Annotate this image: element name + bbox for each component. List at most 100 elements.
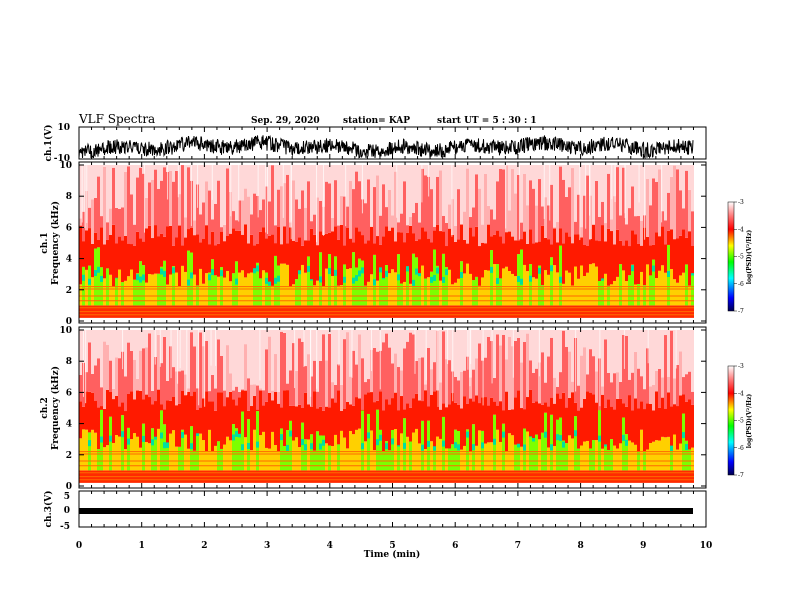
spectrogram-cell <box>568 236 571 273</box>
spectrogram-cell <box>553 330 556 378</box>
spectrogram-cell <box>484 357 487 398</box>
spectrogram-cell <box>361 260 364 306</box>
spectrogram-cell <box>124 235 127 281</box>
spectrogram-cell <box>358 181 361 232</box>
spectrogram-cell <box>187 165 190 168</box>
spectrogram-cell <box>535 368 538 402</box>
spectrogram-cell <box>433 230 436 250</box>
spectrogram-cell <box>373 330 376 348</box>
colorbar-tick-label: -6 <box>738 281 744 288</box>
spectrogram-cell <box>637 243 640 285</box>
spectrogram-cell <box>94 197 97 233</box>
spectrogram-cell <box>211 259 214 306</box>
spectrogram-cell <box>478 403 481 431</box>
ch1-waveform-trace <box>79 135 694 159</box>
spectrogram-cell <box>262 330 265 391</box>
spectrogram-cell <box>139 261 142 306</box>
spectrogram-cell <box>187 448 190 471</box>
spectrogram-cell <box>382 330 385 343</box>
spectrogram-cell <box>325 360 328 407</box>
spectrogram-cell <box>604 165 607 224</box>
spectrogram-cell <box>193 165 196 221</box>
spectrogram-cell <box>655 181 658 233</box>
spectrogram-cell <box>220 448 223 471</box>
spectrogram-cell <box>337 364 340 391</box>
spectrogram-cell <box>427 277 430 306</box>
spectrogram-cell <box>415 257 418 306</box>
spectrogram-cell <box>652 244 655 260</box>
spectrogram-cell <box>472 207 475 237</box>
spectrogram-cell <box>559 398 562 418</box>
spectrogram-cell <box>337 239 340 286</box>
spectrogram-cell <box>265 330 268 350</box>
spectrogram-cell <box>652 384 655 411</box>
spectrogram-cell <box>460 165 463 225</box>
spectrogram-cell <box>280 407 283 429</box>
spectrogram-cell <box>502 165 505 170</box>
spectrogram-cell <box>421 165 424 169</box>
spectrogram-cell <box>406 265 409 272</box>
spectrogram-cell <box>124 280 127 306</box>
spectrogram-cell <box>283 332 286 391</box>
spectrogram-cell <box>670 406 673 446</box>
spectrogram-cell <box>91 429 94 471</box>
spectrogram-cell <box>358 258 361 306</box>
spectrogram-cell <box>523 409 526 429</box>
spectrogram-cell <box>133 399 136 434</box>
spectrogram-cell <box>472 236 475 281</box>
spectrogram-cell <box>307 240 310 257</box>
spectrogram-cell <box>598 216 601 242</box>
spectrogram-cell <box>490 209 493 237</box>
spectrogram-cell <box>496 429 499 471</box>
spectrogram-cell <box>571 168 574 244</box>
spectrogram-cell <box>343 165 346 197</box>
spectrogram-cell <box>91 199 94 244</box>
spectrogram-cell <box>160 404 163 411</box>
spectrogram-cell <box>691 211 694 246</box>
spectrogram-cell <box>637 284 640 306</box>
spectrogram-cell <box>229 330 232 374</box>
spectrogram-cell <box>562 330 565 331</box>
spectrogram-cell <box>235 220 238 231</box>
spectrogram-cell <box>388 230 391 274</box>
spectrogram-cell <box>187 391 190 449</box>
spectrogram-cell <box>628 165 631 209</box>
spectrogram-cell <box>571 330 574 382</box>
spectrogram-cell <box>94 248 97 306</box>
spectrogram-cell <box>352 330 355 351</box>
spectrogram-cell <box>679 190 682 236</box>
spectrogram-cell <box>211 219 214 232</box>
spectrogram-cell <box>442 215 445 232</box>
spectrogram-cell <box>91 373 94 393</box>
spectrogram-cell <box>583 244 586 276</box>
spectrogram-cell <box>250 234 253 273</box>
spectrogram-cell <box>538 241 541 266</box>
spectrogram-cell <box>496 264 499 306</box>
spectrogram-cell <box>589 349 592 393</box>
spectrogram-cell <box>601 225 604 279</box>
spectrogram-cell <box>79 165 82 219</box>
spectrogram-cell <box>667 165 670 193</box>
spectrogram-cell <box>421 444 424 451</box>
spectrogram-cell <box>499 330 502 346</box>
spectrogram-cell <box>409 332 412 408</box>
spectrogram-cell <box>601 278 604 306</box>
spectrogram-cell <box>166 226 169 285</box>
spectrogram-cell <box>394 241 397 273</box>
spectrogram-cell <box>646 348 649 404</box>
spectrogram-cell <box>274 392 277 446</box>
spectrogram-cell <box>352 350 355 406</box>
spectrogram-cell <box>322 234 325 286</box>
spectrogram-cell <box>328 232 331 255</box>
spectrogram-cell <box>250 330 253 385</box>
spectrogram-cell <box>163 442 166 449</box>
spectrogram-cell <box>601 386 604 395</box>
spectrogram-cell <box>124 171 127 236</box>
spectrogram-cell <box>166 284 169 306</box>
spectrogram-cell <box>157 428 160 471</box>
spectrogram-cell <box>352 405 355 435</box>
spectrogram-cell <box>103 330 106 342</box>
ch2-spectrogram-image <box>79 330 694 483</box>
spectrogram-cell <box>412 398 415 433</box>
spectrogram-cell <box>418 165 421 223</box>
